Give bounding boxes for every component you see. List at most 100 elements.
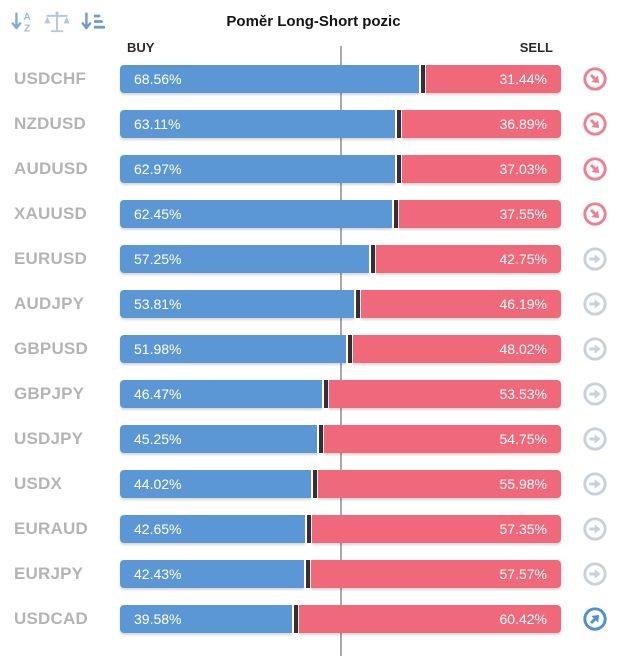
buy-segment: 42.65% — [120, 515, 306, 543]
sell-signal-icon[interactable] — [582, 156, 608, 182]
sell-percent: 42.75% — [499, 251, 547, 267]
neutral-signal-icon[interactable] — [582, 471, 608, 497]
sell-segment: 48.02% — [353, 335, 561, 363]
neutral-signal-icon[interactable] — [582, 291, 608, 317]
buy-percent: 62.45% — [134, 206, 182, 222]
instrument-row[interactable]: USDCHF 68.56% 31.44% — [0, 65, 627, 93]
neutral-signal-icon[interactable] — [582, 426, 608, 452]
neutral-signal-icon[interactable] — [582, 246, 608, 272]
sell-percent: 57.35% — [499, 521, 547, 537]
ratio-bar: 42.43% 57.57% — [120, 560, 561, 588]
sort-balance-button[interactable] — [43, 9, 71, 37]
sell-segment: 60.42% — [298, 605, 561, 633]
buy-segment: 42.43% — [120, 560, 305, 588]
symbol-label: USDCHF — [14, 69, 87, 88]
instrument-row[interactable]: EURUSD 57.25% 42.75% — [0, 245, 627, 273]
sell-percent: 36.89% — [499, 116, 547, 132]
scales-icon — [43, 9, 71, 38]
symbol-label: GBPJPY — [14, 384, 85, 403]
instrument-row[interactable]: NZDUSD 63.11% 36.89% — [0, 110, 627, 138]
sell-percent: 46.19% — [499, 296, 547, 312]
neutral-signal-icon[interactable] — [582, 336, 608, 362]
sell-segment: 55.98% — [318, 470, 561, 498]
instrument-row[interactable]: EURAUD 42.65% 57.35% — [0, 515, 627, 543]
ratio-bar: 51.98% 48.02% — [120, 335, 561, 363]
instrument-row[interactable]: AUDUSD 62.97% 37.03% — [0, 155, 627, 183]
buy-percent: 68.56% — [134, 71, 182, 87]
neutral-signal-icon[interactable] — [582, 561, 608, 587]
sell-segment: 42.75% — [376, 245, 561, 273]
ratio-bar: 63.11% 36.89% — [120, 110, 561, 138]
split-divider — [395, 110, 403, 138]
sell-signal-icon[interactable] — [582, 111, 608, 137]
sort-alphabetical-icon: A Z — [9, 9, 35, 38]
sort-amount-button[interactable] — [78, 9, 106, 37]
sell-segment: 37.55% — [399, 200, 561, 228]
instrument-row[interactable]: GBPUSD 51.98% 48.02% — [0, 335, 627, 363]
buy-percent: 51.98% — [134, 341, 182, 357]
svg-text:Z: Z — [24, 23, 30, 34]
buy-percent: 42.43% — [134, 566, 182, 582]
symbol-label: AUDUSD — [14, 159, 88, 178]
buy-segment: 57.25% — [120, 245, 370, 273]
sell-column-label: SELL — [519, 40, 553, 55]
buy-signal-icon[interactable] — [582, 606, 608, 632]
symbol-label: EURJPY — [14, 564, 84, 583]
sell-percent: 57.57% — [499, 566, 547, 582]
buy-percent: 39.58% — [134, 611, 182, 627]
sell-segment: 57.57% — [311, 560, 561, 588]
ratio-bar: 62.97% 37.03% — [120, 155, 561, 183]
split-divider — [392, 200, 400, 228]
split-divider — [321, 380, 329, 408]
sell-percent: 53.53% — [499, 386, 547, 402]
ratio-bar: 46.47% 53.53% — [120, 380, 561, 408]
split-divider — [354, 290, 362, 318]
split-divider — [304, 560, 312, 588]
sell-signal-icon[interactable] — [582, 201, 608, 227]
ratio-bar: 53.81% 46.19% — [120, 290, 561, 318]
buy-percent: 45.25% — [134, 431, 182, 447]
instrument-row[interactable]: EURJPY 42.43% 57.57% — [0, 560, 627, 588]
sort-alphabetical-button[interactable]: A Z — [8, 9, 36, 37]
sort-amount-icon — [79, 9, 105, 38]
sell-percent: 31.44% — [499, 71, 547, 87]
split-divider — [346, 335, 354, 363]
sell-segment: 37.03% — [401, 155, 561, 183]
ratio-bar: 44.02% 55.98% — [120, 470, 561, 498]
buy-segment: 63.11% — [120, 110, 396, 138]
instrument-row[interactable]: XAUUSD 62.45% 37.55% — [0, 200, 627, 228]
instrument-row[interactable]: GBPJPY 46.47% 53.53% — [0, 380, 627, 408]
buy-segment: 68.56% — [120, 65, 420, 93]
split-divider — [305, 515, 313, 543]
instrument-row[interactable]: USDX 44.02% 55.98% — [0, 470, 627, 498]
symbol-label: NZDUSD — [14, 114, 87, 133]
instrument-row[interactable]: AUDJPY 53.81% 46.19% — [0, 290, 627, 318]
symbol-label: EURAUD — [14, 519, 88, 538]
ratio-bar: 68.56% 31.44% — [120, 65, 561, 93]
page-title: Poměr Long-Short pozic — [226, 13, 401, 30]
sell-segment: 54.75% — [323, 425, 561, 453]
buy-segment: 62.97% — [120, 155, 395, 183]
split-divider — [394, 155, 402, 183]
buy-segment: 44.02% — [120, 470, 312, 498]
sell-signal-icon[interactable] — [582, 66, 608, 92]
sell-percent: 54.75% — [499, 431, 547, 447]
instrument-row[interactable]: USDCAD 39.58% 60.42% — [0, 605, 627, 633]
neutral-signal-icon[interactable] — [582, 516, 608, 542]
instrument-row[interactable]: USDJPY 45.25% 54.75% — [0, 425, 627, 453]
buy-percent: 57.25% — [134, 251, 182, 267]
buy-column-label: BUY — [127, 40, 155, 55]
buy-segment: 62.45% — [120, 200, 393, 228]
neutral-signal-icon[interactable] — [582, 381, 608, 407]
symbol-label: EURUSD — [14, 249, 87, 268]
ratio-bar: 42.65% 57.35% — [120, 515, 561, 543]
symbol-label: GBPUSD — [14, 339, 88, 358]
buy-percent: 53.81% — [134, 296, 182, 312]
sell-percent: 55.98% — [499, 476, 547, 492]
sell-segment: 57.35% — [312, 515, 561, 543]
ratio-bar: 62.45% 37.55% — [120, 200, 561, 228]
buy-percent: 63.11% — [134, 116, 181, 132]
buy-segment: 53.81% — [120, 290, 355, 318]
split-divider — [369, 245, 377, 273]
